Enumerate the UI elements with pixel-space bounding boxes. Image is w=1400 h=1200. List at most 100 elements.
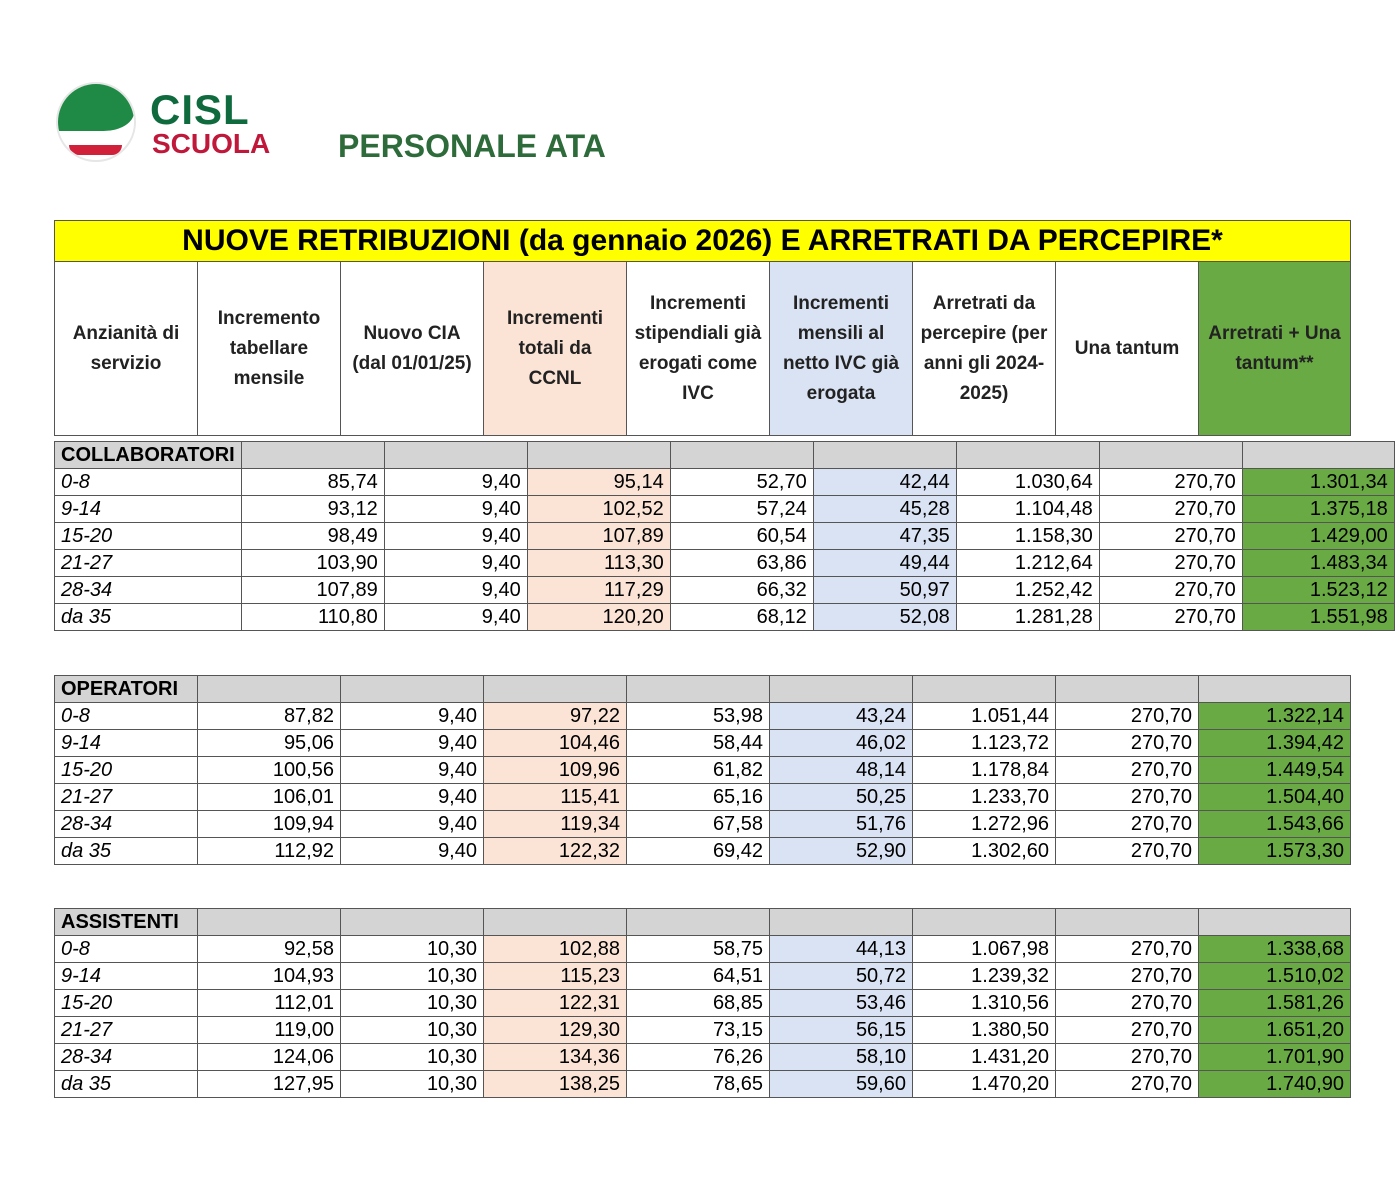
value-cell: 117,29	[526, 576, 671, 604]
value-cell: 1.394,42	[1198, 729, 1351, 757]
value-cell: 57,24	[669, 495, 814, 523]
section-empty-cell	[912, 908, 1056, 936]
seniority-cell: 0-8	[54, 935, 198, 963]
section-title: COLLABORATORI	[54, 441, 242, 469]
value-cell: 44,13	[769, 935, 913, 963]
table-row: 0-8 87,82 9,40 97,22 53,98 43,24 1.051,44 270,7…	[54, 702, 1351, 730]
value-cell: 85,74	[240, 468, 385, 496]
value-cell: 67,58	[626, 810, 770, 838]
seniority-cell: 28-34	[54, 576, 242, 604]
value-cell: 1.158,30	[955, 522, 1100, 550]
seniority-cell: 0-8	[54, 468, 242, 496]
seniority-cell: 21-27	[54, 783, 198, 811]
value-cell: 270,70	[1055, 989, 1199, 1017]
value-cell: 270,70	[1098, 468, 1243, 496]
table-row: da 35 112,92 9,40 122,32 69,42 52,90 1.302,60 2…	[54, 837, 1351, 865]
value-cell: 52,90	[769, 837, 913, 865]
table-row: 21-27 103,90 9,40 113,30 63,86 49,44 1.212,64 2…	[54, 549, 1395, 577]
table-row: 28-34 107,89 9,40 117,29 66,32 50,97 1.252,42 2…	[54, 576, 1395, 604]
value-cell: 65,16	[626, 783, 770, 811]
table-row: 15-20 100,56 9,40 109,96 61,82 48,14 1.178,84 2…	[54, 756, 1351, 784]
section-table-assistenti: ASSISTENTI 0-8 92,58 10,30 102,88 58,75 44,13 1…	[54, 908, 1351, 1098]
seniority-cell: 0-8	[54, 702, 198, 730]
seniority-cell: 28-34	[54, 1043, 198, 1071]
column-header: Incremento tabellare mensile	[197, 261, 341, 436]
value-cell: 53,98	[626, 702, 770, 730]
value-cell: 45,28	[812, 495, 957, 523]
value-cell: 10,30	[340, 1016, 484, 1044]
value-cell: 270,70	[1098, 603, 1243, 631]
section-empty-cell	[812, 441, 957, 469]
value-cell: 1.483,34	[1241, 549, 1395, 577]
table-row: 28-34 109,94 9,40 119,34 67,58 51,76 1.272,96 2…	[54, 810, 1351, 838]
value-cell: 270,70	[1055, 1043, 1199, 1071]
table-row: 0-8 92,58 10,30 102,88 58,75 44,13 1.067,98 270…	[54, 935, 1351, 963]
value-cell: 109,96	[483, 756, 627, 784]
value-cell: 47,35	[812, 522, 957, 550]
value-cell: 1.272,96	[912, 810, 1056, 838]
value-cell: 58,10	[769, 1043, 913, 1071]
value-cell: 270,70	[1055, 962, 1199, 990]
value-cell: 1.233,70	[912, 783, 1056, 811]
table-row: 0-8 85,74 9,40 95,14 52,70 42,44 1.030,64 270,7…	[54, 468, 1395, 496]
value-cell: 9,40	[340, 729, 484, 757]
value-cell: 43,24	[769, 702, 913, 730]
section-empty-cell	[955, 441, 1100, 469]
section-empty-cell	[1055, 908, 1199, 936]
value-cell: 59,60	[769, 1070, 913, 1098]
value-cell: 270,70	[1098, 576, 1243, 604]
value-cell: 127,95	[197, 1070, 341, 1098]
section-empty-cell	[669, 441, 814, 469]
value-cell: 1.051,44	[912, 702, 1056, 730]
value-cell: 270,70	[1055, 729, 1199, 757]
value-cell: 10,30	[340, 1043, 484, 1071]
value-cell: 92,58	[197, 935, 341, 963]
section-title: ASSISTENTI	[54, 908, 198, 936]
value-cell: 270,70	[1055, 1016, 1199, 1044]
value-cell: 64,51	[626, 962, 770, 990]
value-cell: 69,42	[626, 837, 770, 865]
table-row: 21-27 119,00 10,30 129,30 73,15 56,15 1.380,50…	[54, 1016, 1351, 1044]
value-cell: 1.252,42	[955, 576, 1100, 604]
section-empty-cell	[340, 908, 484, 936]
value-cell: 134,36	[483, 1043, 627, 1071]
seniority-cell: 21-27	[54, 549, 242, 577]
value-cell: 9,40	[383, 468, 528, 496]
value-cell: 112,01	[197, 989, 341, 1017]
value-cell: 50,25	[769, 783, 913, 811]
seniority-cell: 9-14	[54, 729, 198, 757]
value-cell: 9,40	[383, 576, 528, 604]
value-cell: 9,40	[383, 549, 528, 577]
value-cell: 119,00	[197, 1016, 341, 1044]
value-cell: 1.375,18	[1241, 495, 1395, 523]
value-cell: 1.281,28	[955, 603, 1100, 631]
value-cell: 1.573,30	[1198, 837, 1351, 865]
table-row: 9-14 95,06 9,40 104,46 58,44 46,02 1.123,72 270…	[54, 729, 1351, 757]
value-cell: 1.067,98	[912, 935, 1056, 963]
value-cell: 138,25	[483, 1070, 627, 1098]
value-cell: 60,54	[669, 522, 814, 550]
value-cell: 9,40	[383, 522, 528, 550]
table-row: 9-14 93,12 9,40 102,52 57,24 45,28 1.104,48 270…	[54, 495, 1395, 523]
value-cell: 1.104,48	[955, 495, 1100, 523]
logo-text-cisl: CISL	[150, 86, 250, 133]
value-cell: 10,30	[340, 1070, 484, 1098]
section-empty-cell	[197, 908, 341, 936]
value-cell: 10,30	[340, 962, 484, 990]
value-cell: 68,85	[626, 989, 770, 1017]
section-empty-cell	[1055, 675, 1199, 703]
section-empty-cell	[483, 675, 627, 703]
value-cell: 46,02	[769, 729, 913, 757]
value-cell: 1.543,66	[1198, 810, 1351, 838]
seniority-cell: 9-14	[54, 962, 198, 990]
section-table-collaboratori: COLLABORATORI 0-8 85,74 9,40 95,14 52,70 42,44…	[54, 441, 1395, 631]
value-cell: 9,40	[340, 810, 484, 838]
value-cell: 115,41	[483, 783, 627, 811]
table-header: NUOVE RETRIBUZIONI (da gennaio 2026) E A…	[54, 220, 1351, 436]
section-empty-cell	[197, 675, 341, 703]
value-cell: 50,72	[769, 962, 913, 990]
seniority-cell: da 35	[54, 1070, 198, 1098]
section-empty-cell	[912, 675, 1056, 703]
value-cell: 48,14	[769, 756, 913, 784]
table-title: NUOVE RETRIBUZIONI (da gennaio 2026) E A…	[54, 220, 1351, 262]
